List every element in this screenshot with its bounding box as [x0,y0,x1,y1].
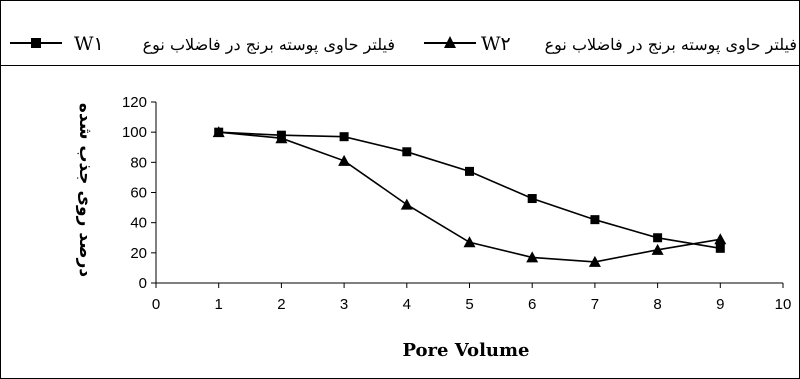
data-point-square [590,215,600,225]
y-axis-title: درصد روی جذب شده [75,103,95,277]
x-tick-label: 6 [528,296,536,313]
data-point-triangle [212,126,225,138]
y-tick-label: 120 [122,94,147,111]
data-point-square [653,233,663,243]
y-tick-label: 80 [130,154,147,171]
data-point-square [715,243,725,253]
legend-tag-w1: W۱ [74,33,104,55]
x-tick-label: 8 [653,296,661,313]
legend-marker-triangle [444,36,456,48]
x-tick-label: 7 [591,296,599,313]
data-point-square [339,132,349,142]
data-point-square [402,147,412,157]
data-point-square [465,166,474,176]
legend-entry-w2: W۲ فیلتر حاوی پوسته برنج در فاضلاب نوع [424,33,797,55]
y-tick-label: 20 [130,245,147,262]
legend: W۱ فیلتر حاوی پوسته برنج در فاضلاب نوع W… [10,33,797,55]
legend-label-w2: فیلتر حاوی پوسته برنج در فاضلاب نوع [545,35,797,54]
data-point-triangle [463,236,476,248]
x-tick-label: 3 [340,296,348,313]
x-tick-label: 9 [716,296,724,313]
y-tick-label: 100 [122,124,147,141]
legend-entry-w1: W۱ فیلتر حاوی پوسته برنج در فاضلاب نوع [10,33,395,55]
data-point-triangle [400,198,413,210]
data-point-square [527,194,537,204]
x-tick-label: 5 [465,296,473,313]
y-tick-label: 40 [130,215,147,232]
data-point-triangle [338,154,351,166]
x-tick-label: 1 [215,296,223,313]
series-2 [212,126,727,267]
x-tick-label: 0 [152,296,160,313]
x-tick-label: 10 [775,296,792,313]
legend-label-w1: فیلتر حاوی پوسته برنج در فاضلاب نوع [143,35,395,54]
series-layer [212,126,727,267]
x-axis-title: Pore Volume [402,340,529,361]
x-tick-label: 2 [277,296,285,313]
data-point-triangle [651,243,664,255]
legend-tag-w2: W۲ [481,33,511,55]
data-point-triangle [526,251,539,263]
x-tick-label: 4 [403,296,411,313]
y-tick-label: 60 [130,185,147,202]
data-point-triangle [714,233,727,245]
legend-marker-square [31,38,41,48]
data-point-triangle [275,132,288,144]
y-tick-label: 0 [139,275,147,292]
data-point-triangle [588,255,601,267]
axes: 0 20 40 60 80 100 120 0 1 2 3 4 5 6 7 8 9 10 [122,94,791,313]
